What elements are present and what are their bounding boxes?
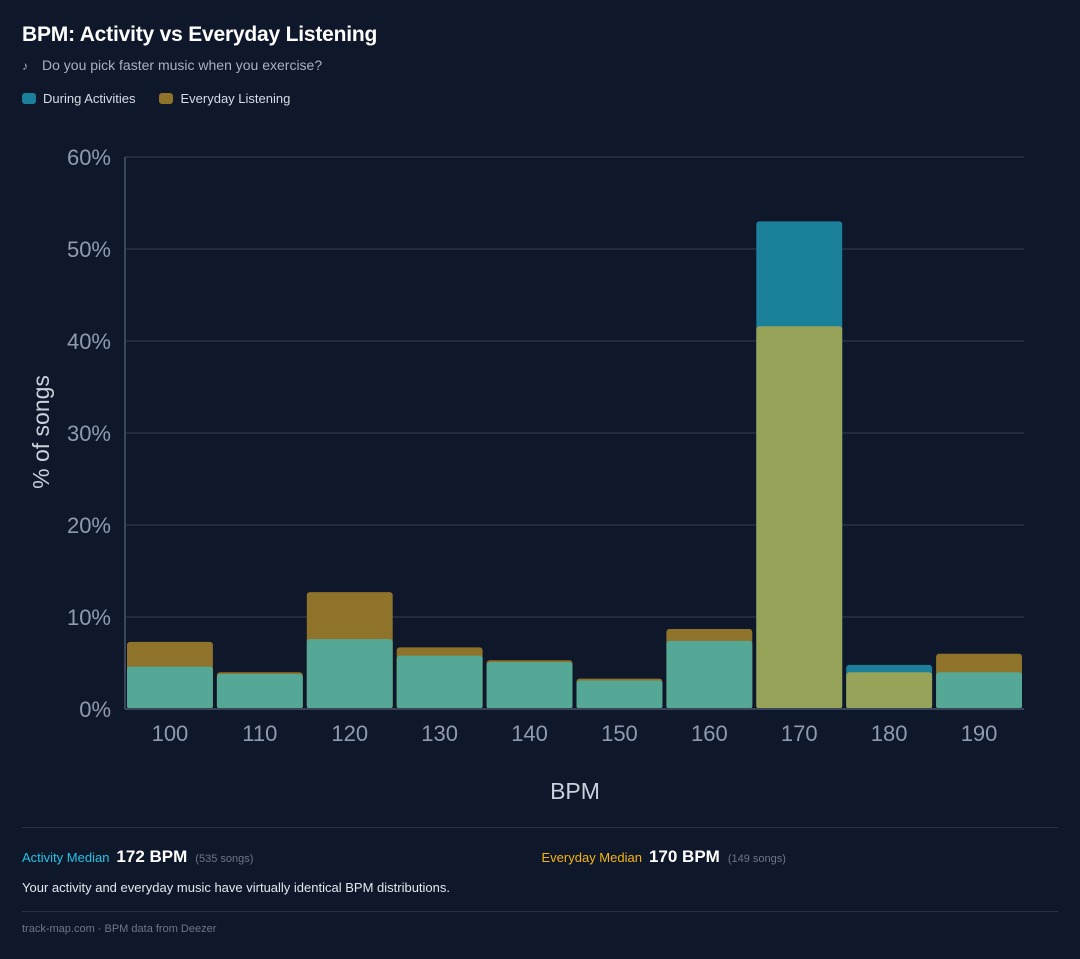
y-tick-label: 0% [79,697,111,722]
divider-top [22,827,1058,828]
activity-median-stat: Activity Median 172 BPM (535 songs) [22,847,539,867]
legend-swatch-activities [22,93,36,104]
activity-song-count: (535 songs) [195,853,254,865]
x-tick-label: 180 [871,721,908,746]
x-tick-label: 120 [331,721,368,746]
bar-activity [216,674,303,709]
y-axis-label: % of songs [28,375,54,489]
x-tick-labels: 100 110 120 130 140 150 160 170 180 190 [152,721,998,746]
bars [127,221,1022,709]
x-tick-label: 140 [511,721,548,746]
music-note-icon: ♪ [22,59,28,73]
y-tick-label: 50% [67,237,111,262]
legend-label: During Activities [43,91,136,106]
bar-activity [666,640,753,709]
gridlines [125,156,1024,618]
footer-credit: track-map.com · BPM data from Deezer [22,923,217,935]
x-tick-label: 150 [601,721,638,746]
divider-bottom [22,911,1058,912]
x-tick-label: 190 [961,721,998,746]
x-tick-label: 110 [242,721,277,746]
x-tick-label: 160 [691,721,728,746]
y-tick-label: 10% [67,605,111,630]
legend: During Activities Everyday Listening [22,91,290,106]
subtitle-text: Do you pick faster music when you exerci… [42,57,323,73]
everyday-median-stat: Everyday Median 170 BPM (149 songs) [539,847,1059,867]
y-tick-label: 30% [67,421,111,446]
y-tick-label: 20% [67,513,111,538]
legend-item-everyday[interactable]: Everyday Listening [159,91,290,106]
x-tick-label: 100 [152,721,189,746]
activity-median-value: 172 BPM [116,847,188,866]
chart-subtitle: ♪ Do you pick faster music when you exerc… [22,57,322,73]
y-tick-labels: 0% 10% 20% 30% 40% 50% 60% [67,145,111,722]
bar-everyday [846,672,933,709]
y-tick-label: 40% [67,329,111,354]
bar-activity [306,639,393,709]
chart-title: BPM: Activity vs Everyday Listening [22,23,378,46]
y-tick-label: 60% [67,145,111,170]
everyday-median-label: Everyday Median [541,850,642,865]
axes [124,157,1024,710]
bar-activity [936,672,1022,709]
bar-chart: 0%10%20%30%40%50%60% 100 110 120 130 140 150 1… [28,145,1024,804]
x-tick-label: 170 [781,721,818,746]
bar-activity [396,655,483,709]
legend-item-activities[interactable]: During Activities [22,91,135,106]
bar-activity [127,666,213,709]
activity-median-label: Activity Median [22,850,110,865]
x-tick-label: 130 [421,721,458,746]
summary-text: Your activity and everyday music have vi… [22,880,450,895]
everyday-song-count: (149 songs) [727,853,786,865]
legend-label: Everyday Listening [180,91,291,106]
legend-swatch-everyday [159,93,174,104]
stats-row: Activity Median 172 BPM (535 songs) Ever… [22,847,1058,867]
bar-everyday [756,326,843,709]
bar-activity [576,680,663,709]
bar-activity [486,662,573,709]
everyday-median-value: 170 BPM [648,847,720,866]
x-axis-label: BPM [550,778,600,804]
